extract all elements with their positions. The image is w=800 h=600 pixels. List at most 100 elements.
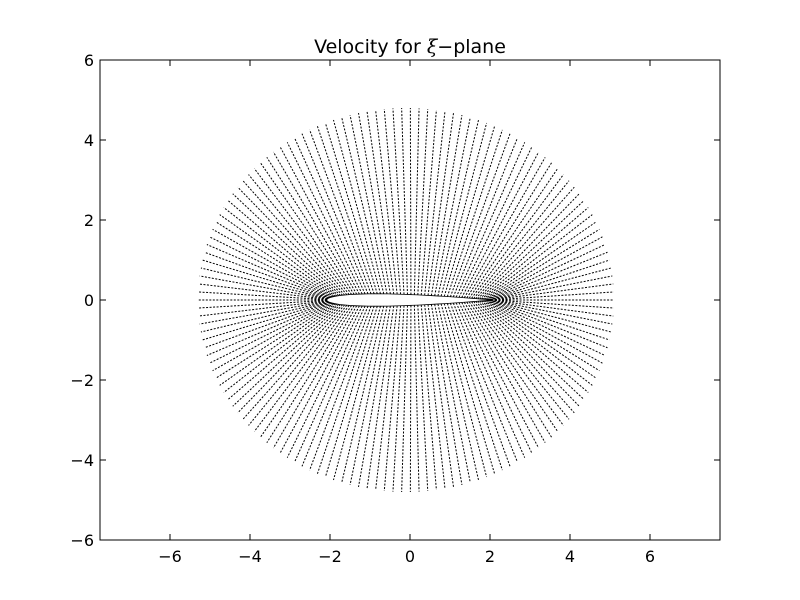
streamline-ray	[200, 267, 329, 300]
streamline-ray	[375, 305, 398, 490]
streamline-ray	[446, 129, 503, 297]
streamline-ray	[309, 306, 372, 471]
title-symbol: ξ	[427, 36, 439, 58]
streamline-ray	[491, 291, 614, 301]
streamline-ray	[449, 303, 511, 467]
streamline-ray	[401, 108, 408, 295]
streamline-ray	[490, 275, 613, 301]
streamline-ray	[219, 214, 336, 297]
streamline-ray	[455, 302, 526, 458]
streamline-ray	[487, 244, 606, 301]
streamline-ray	[260, 162, 352, 295]
streamline-ray	[358, 112, 391, 295]
streamline-ray	[294, 137, 366, 295]
streamline-ray	[215, 303, 335, 379]
streamline-ray	[204, 301, 330, 349]
streamline-ray	[489, 259, 610, 301]
streamline-ray	[324, 306, 378, 478]
streamline-ray	[417, 109, 429, 295]
streamline-ray	[301, 305, 369, 467]
streamline-ray	[481, 207, 589, 300]
streamline-ray	[324, 122, 378, 294]
streamline-ray	[479, 200, 585, 300]
y-ticks: −6 −4 −2 0 2 4 6	[70, 51, 720, 550]
streamline-ray	[266, 305, 355, 443]
streamline-ray	[366, 305, 395, 489]
streamline-ray	[488, 251, 608, 301]
streamline-ray	[409, 108, 412, 295]
streamline-ray	[455, 142, 526, 298]
title-prefix: Velocity for	[314, 36, 427, 58]
streamline-ray	[427, 304, 454, 487]
y-tick-label: 0	[84, 291, 94, 310]
streamline-ray	[206, 244, 331, 298]
streamline-ray	[487, 299, 606, 356]
streamline-ray	[286, 305, 363, 458]
title-suffix: plane	[453, 36, 506, 58]
streamline-ray	[232, 193, 341, 296]
streamline-ray	[242, 180, 345, 296]
streamline-ray	[286, 142, 363, 295]
streamline-ray	[420, 304, 437, 490]
streamline-ray	[248, 304, 348, 426]
streamline-ray	[461, 151, 540, 298]
streamline-ray	[489, 299, 610, 341]
streamline-ray	[452, 137, 518, 298]
streamline-ray	[468, 301, 559, 432]
streamline-ray	[440, 303, 488, 478]
streamline-ray	[463, 157, 546, 299]
x-tick-label: 2	[485, 547, 495, 566]
streamline-ray	[430, 304, 463, 486]
streamline-ray	[212, 302, 333, 372]
streamline-ray	[481, 300, 589, 393]
streamline-ray	[206, 302, 331, 356]
streamline-ray	[209, 236, 332, 298]
streamline-ray	[434, 117, 471, 296]
streamline-ray	[272, 305, 358, 449]
streamline-ray	[392, 108, 405, 295]
streamline-ray	[375, 110, 398, 295]
streamline-ray	[237, 186, 343, 296]
streamline-ray	[424, 111, 446, 296]
streamline-ray	[461, 302, 540, 449]
streamline-ray	[301, 133, 369, 295]
streamline-ray	[237, 304, 343, 414]
y-tick-label: −2	[70, 371, 94, 390]
title-operator: −	[437, 36, 453, 58]
streamline-ray	[215, 221, 335, 297]
streamline-ray	[199, 300, 328, 325]
x-tick-label: 0	[405, 547, 415, 566]
streamline-ray	[349, 306, 388, 486]
streamline-ray	[316, 126, 375, 294]
streamline-ray	[473, 180, 570, 299]
streamline-ray	[212, 228, 333, 298]
x-tick-label: −4	[238, 547, 262, 566]
streamline-ray	[248, 174, 348, 296]
y-tick-label: 6	[84, 51, 94, 70]
streamline-ray	[198, 300, 328, 317]
streamline-ray	[491, 283, 614, 301]
streamline-ray	[485, 300, 600, 372]
streamline-ray	[471, 301, 564, 426]
streamline-ray	[198, 299, 327, 309]
streamline-ray	[316, 306, 375, 474]
x-ticks: −6 −4 −2 0 2 4 6	[158, 60, 655, 566]
streamline-ray	[427, 113, 454, 296]
streamline-ray	[200, 300, 329, 333]
streamline-ray	[424, 304, 446, 489]
streamline-ray	[209, 302, 332, 364]
streamline-ray	[358, 305, 391, 488]
streamline-ray	[309, 129, 372, 294]
streamline-ray	[392, 305, 405, 492]
streamline-ray	[232, 304, 341, 407]
streamline-ray	[443, 303, 496, 474]
streamline-ray	[452, 302, 518, 463]
y-tick-label: −6	[70, 531, 94, 550]
streamline-ray	[199, 275, 328, 300]
streamline-ray	[272, 151, 358, 295]
streamline-ray	[204, 251, 330, 299]
x-tick-label: 6	[645, 547, 655, 566]
streamline-ray	[383, 305, 402, 491]
